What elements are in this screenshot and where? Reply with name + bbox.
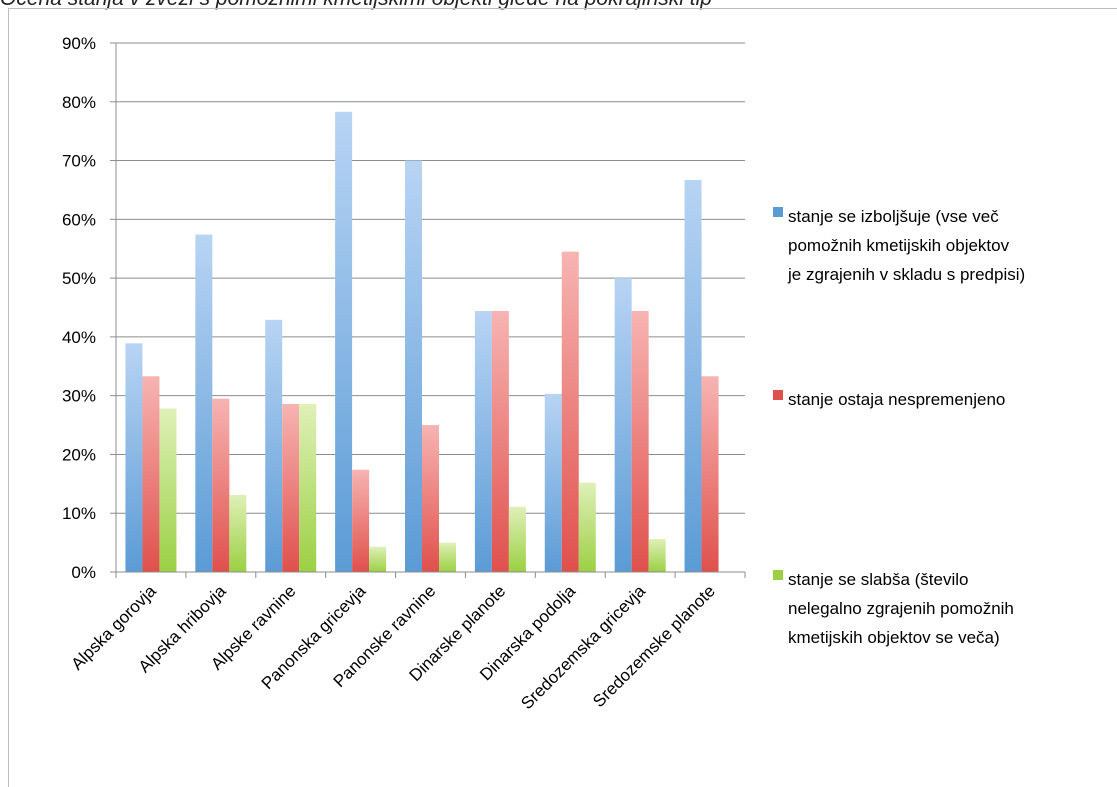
x-tick-label: Sredozemska gricevja — [517, 581, 649, 713]
y-tick-label: 0% — [71, 563, 96, 582]
bar-alpske-ravnine-series-3 — [299, 403, 317, 572]
legend: stanje se izboljšuje (vse več pomožnih km… — [773, 207, 1025, 647]
bars — [125, 111, 719, 573]
bar-alpska-hribovja-series-3 — [229, 495, 247, 572]
legend-label-3: nelegalno zgrajenih pomožnih — [788, 599, 1014, 618]
y-tick-label: 50% — [62, 269, 96, 288]
bar-alpska-gorovja-series-2 — [142, 376, 160, 572]
bar-panonske-ravnine-series-1 — [405, 160, 422, 573]
y-tick-label: 20% — [62, 445, 96, 464]
y-tick-label: 40% — [62, 328, 96, 347]
bar-sredozemska-gricevja-series-1 — [614, 278, 632, 572]
legend-swatch-2 — [773, 390, 783, 400]
legend-label-1: je zgrajenih v skladu s predpisi) — [787, 265, 1025, 284]
legend-swatch-3 — [773, 570, 783, 580]
bar-alpska-hribovja-series-2 — [212, 398, 230, 572]
y-tick-label: 10% — [62, 504, 96, 523]
legend-label-1: pomožnih kmetijskih objektov — [788, 236, 1010, 255]
bar-dinarske-planote-series-2 — [491, 311, 509, 572]
chart-caption: Ocena stanja v zvezi s pomožnimi kmetijs… — [0, 0, 1117, 11]
bar-sredozemske-planote-series-1 — [684, 179, 702, 573]
y-tick-label: 60% — [62, 210, 96, 229]
bar-panonske-ravnine-series-2 — [422, 425, 439, 572]
x-tick-label: Sredozemske planote — [589, 581, 719, 711]
legend-label-3: stanje se slabša (število — [788, 570, 968, 589]
bar-sredozemske-planote-series-2 — [701, 376, 719, 572]
bar-panonska-gricevja-series-3 — [369, 546, 387, 572]
chart-frame — [8, 8, 1117, 787]
bar-alpske-ravnine-series-2 — [282, 403, 300, 572]
y-tick-labels: 0% 10% 20% 30% 40% 50% 60% 70% 80% 90% — [62, 34, 96, 582]
bar-alpska-hribovja-series-1 — [195, 234, 213, 573]
bar-dinarska-podolja-series-1 — [544, 393, 562, 572]
bar-alpske-ravnine-series-1 — [265, 319, 283, 572]
y-tick-label: 80% — [62, 93, 96, 112]
legend-label-3: kmetijskih objektov se veča) — [788, 628, 1000, 647]
bar-sredozemska-gricevja-series-3 — [648, 539, 666, 572]
legend-label-2: stanje ostaja nespremenjeno — [788, 390, 1005, 409]
bar-alpska-gorovja-series-1 — [125, 343, 143, 572]
axes — [110, 42, 746, 578]
legend-label-1: stanje se izboljšuje (vse več — [788, 207, 999, 226]
legend-swatch-1 — [773, 207, 783, 217]
bar-dinarska-podolja-series-3 — [578, 482, 596, 572]
bar-dinarske-planote-series-1 — [474, 311, 492, 572]
bar-dinarska-podolja-series-2 — [561, 251, 579, 572]
y-tick-label: 30% — [62, 387, 96, 406]
bar-dinarske-planote-series-3 — [508, 506, 526, 572]
bar-panonska-gricevja-series-2 — [352, 469, 370, 572]
bar-sredozemska-gricevja-series-2 — [631, 311, 649, 572]
y-tick-label: 70% — [62, 152, 96, 171]
bar-panonske-ravnine-series-3 — [439, 542, 456, 572]
bar-panonska-gricevja-series-1 — [335, 111, 353, 573]
bar-alpska-gorovja-series-3 — [159, 408, 177, 572]
y-tick-label: 90% — [62, 34, 96, 53]
